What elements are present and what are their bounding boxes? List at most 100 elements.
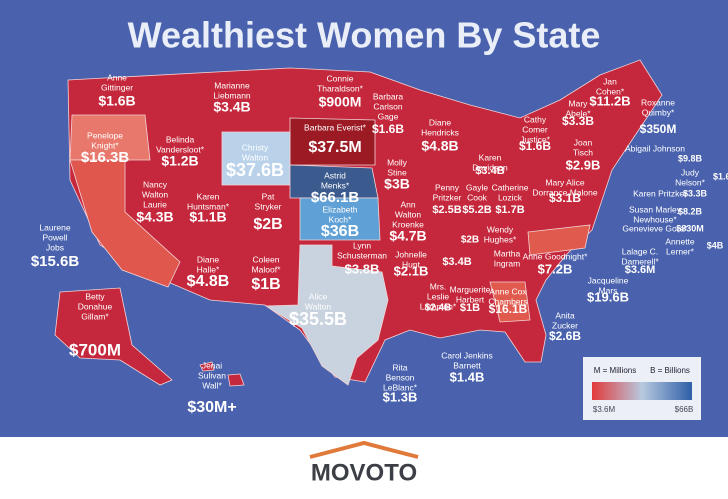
amount: $8.2B [678,206,703,216]
name: Diane [197,254,219,264]
name: Gittinger [101,82,133,92]
name: Cohen* [596,86,625,96]
name: Laurie [143,199,167,209]
footer-bg [0,437,728,494]
name: Barbara [373,91,404,101]
name: Annette [665,236,695,246]
name: Walton [242,152,268,162]
amount: $1.6B [713,171,728,181]
name: Comer [522,124,548,134]
labels: AnneGittinger$1.6BMarianneLiebmann$3.4BC… [31,72,728,416]
name: Powell [42,232,67,242]
amount: $1.6B [98,93,135,109]
name: Liebmann [213,90,251,100]
name: Susan Marley [629,204,682,214]
legend: M = Millions B = Billions $3.6M $66B [583,357,701,420]
name: Huntsman* [187,201,230,211]
name: Rita [392,362,407,372]
map [54,59,663,387]
name: Nelson* [675,177,705,187]
name: Connie [327,73,354,83]
amount: $4.8B [421,138,458,154]
name: Elizabeth [323,204,358,214]
amount: $36B [321,223,359,240]
name: Karen Pritzker [633,188,687,198]
amount: $7.2B [538,261,573,276]
name: Gage [378,111,399,121]
name: Mrs. [430,281,447,291]
name: Joan [574,137,593,147]
name: Sulivan [198,370,226,380]
legend-millions: M = Millions [594,366,636,375]
name: Abigail Johnson [625,143,685,153]
name: Penelope [87,130,123,140]
name: Pat [262,191,275,201]
amount: $5.2B [462,204,491,216]
amount: $3.3B [562,114,594,128]
amount: $2.6B [549,329,581,343]
name: Anita [555,310,575,320]
name: Judy [681,167,700,177]
name: Damerell* [621,256,659,266]
name: Barbara Everist* [304,122,367,132]
name: Halle* [197,264,220,274]
name: Cathy [524,114,547,124]
name: Lerner* [666,246,695,256]
name: Christy [242,142,269,152]
amount: $9.8B [678,153,703,163]
name: Kroenke [392,219,424,229]
amount: $37.5M [308,139,361,156]
name: Knight* [91,140,119,150]
name: Coleen [253,254,280,264]
amount: $830M [676,223,704,233]
name: Davidson [472,162,508,172]
amount: $16.1B [489,302,528,316]
amount: $4B [707,240,724,250]
name: Walton [305,301,331,311]
name: Mars [599,285,618,295]
name: Ingram [494,258,520,268]
amount: $66.1B [311,189,360,206]
name: Marianne [214,80,250,90]
name: Quimby* [642,107,675,117]
name: Jacqueline [588,275,629,285]
amount: $2.1B [394,263,429,278]
name: Zucker [552,320,578,330]
name: Cook [467,192,488,202]
name: LeBlanc* [383,382,418,392]
name: Gillam* [81,311,109,321]
amount: $350M [640,122,677,136]
amount: $4.8B [187,273,230,290]
name: Dorrance Malone [532,187,597,197]
name: Nancy [143,179,168,189]
name: Vandersloot* [156,144,205,154]
name: Walton [395,209,421,219]
name: Catherine [492,182,529,192]
name: Karen [197,191,220,201]
amount: $35.5B [289,309,347,329]
name: Leslie [427,291,449,301]
amount: $900M [319,94,362,110]
name: Hughes* [484,234,517,244]
name: Hendricks [421,127,459,137]
name: Chambers [488,296,527,306]
amount: $3B [384,176,410,192]
amount: $15.6B [31,253,80,270]
name: Gayle [466,182,488,192]
name: Johnelle [395,249,427,259]
amount: $30M+ [187,399,236,416]
name: Anne Cox [489,286,527,296]
name: Lozick [498,192,523,202]
name: Anne [107,72,127,82]
amount: $2.9B [566,157,601,172]
name: Wall* [202,380,222,390]
legend-high: $66B [675,405,694,414]
name: Stryker [255,201,282,211]
amount: $11.2B [589,93,630,108]
name: Schusterman [337,250,387,260]
name: Diane [429,117,451,127]
name: Lampton* [420,301,457,311]
name: Genevieve Gore* [622,223,688,233]
legend-low: $3.6M [593,405,616,414]
